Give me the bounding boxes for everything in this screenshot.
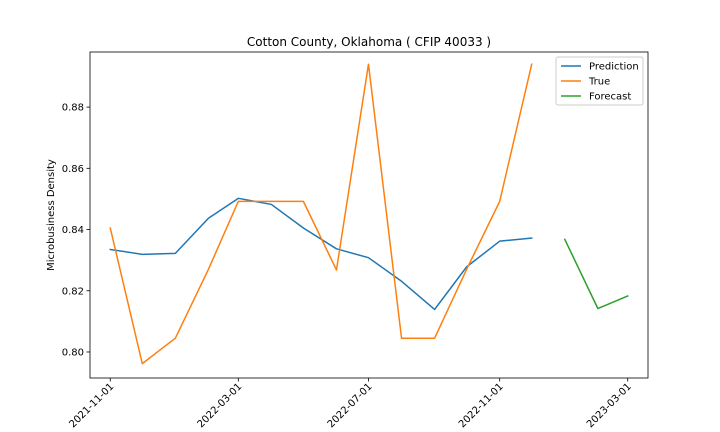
series-line-forecast — [563, 238, 629, 310]
legend: Prediction True Forecast — [555, 56, 644, 106]
series-line-prediction — [109, 197, 533, 311]
y-tick-label: 0.86 — [62, 164, 84, 175]
y-tick-label: 0.80 — [62, 347, 84, 358]
legend-label-forecast: Forecast — [589, 92, 631, 103]
legend-label-true: True — [588, 77, 610, 88]
y-axis-label: Microbusiness Density — [46, 159, 57, 271]
y-tick-label: 0.84 — [62, 225, 84, 236]
plot-frame — [89, 51, 649, 379]
legend-box — [555, 56, 644, 106]
legend-label-prediction: Prediction — [589, 62, 639, 73]
chart-title: Cotton County, Oklahoma ( CFIP 40033 ) — [247, 35, 491, 49]
y-tick-label: 0.88 — [62, 103, 84, 114]
y-tick-label: 0.82 — [62, 286, 84, 297]
series-line-true — [109, 63, 533, 365]
